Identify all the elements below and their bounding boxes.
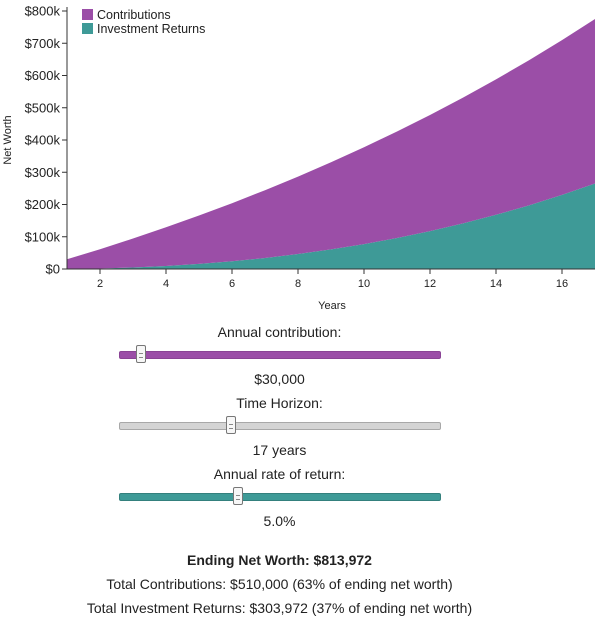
y-tick-label: $300k xyxy=(25,165,61,180)
total-investment-returns: Total Investment Returns: $303,972 (37% … xyxy=(86,600,473,616)
x-tick-label: 16 xyxy=(556,278,568,290)
horizon-slider-handle[interactable] xyxy=(226,416,237,434)
contribution-value: $30,000 xyxy=(254,371,305,387)
ending-net-worth: Ending Net Worth: $813,972 xyxy=(187,552,372,568)
x-tick-label: 6 xyxy=(229,278,235,290)
x-tick-label: 4 xyxy=(163,278,169,290)
y-tick-label: $600k xyxy=(25,68,61,83)
rate-slider-track[interactable] xyxy=(118,493,441,501)
x-tick-label: 10 xyxy=(358,278,370,290)
legend-swatch xyxy=(82,9,93,20)
y-tick-label: $800k xyxy=(25,4,61,19)
y-tick-label: $100k xyxy=(25,229,61,244)
rate-slider-handle[interactable] xyxy=(232,487,243,505)
controls-panel: Annual contribution: $30,000 Time Horizo… xyxy=(0,322,559,535)
legend-swatch xyxy=(82,23,93,34)
x-tick-label: 8 xyxy=(295,278,301,290)
legend-label: Contributions xyxy=(97,8,171,22)
contribution-label: Annual contribution: xyxy=(217,324,342,340)
y-axis: $0 $100k $200k $300k $400k $500k $600k $700k $80… xyxy=(25,4,68,277)
x-tick-label: 12 xyxy=(424,278,436,290)
rate-slider[interactable] xyxy=(118,484,441,510)
horizon-slider[interactable] xyxy=(118,413,441,439)
horizon-slider-track[interactable] xyxy=(118,422,441,430)
rate-label: Annual rate of return: xyxy=(213,466,346,482)
chart-areas xyxy=(67,19,595,269)
x-tick-label: 2 xyxy=(97,278,103,290)
contribution-slider-handle[interactable] xyxy=(136,345,147,363)
y-tick-label: $500k xyxy=(25,100,61,115)
area-investment-returns xyxy=(67,183,595,269)
y-tick-label: $700k xyxy=(25,36,61,51)
total-contributions: Total Contributions: $510,000 (63% of en… xyxy=(106,576,453,592)
y-tick-label: $400k xyxy=(25,133,61,148)
x-tick-label: 14 xyxy=(490,278,502,290)
contribution-slider-track[interactable] xyxy=(118,351,441,359)
legend-label: Investment Returns xyxy=(97,22,205,36)
rate-value: 5.0% xyxy=(263,513,296,529)
horizon-label: Time Horizon: xyxy=(236,395,323,411)
net-worth-chart: $0 $100k $200k $300k $400k $500k $600k $700k $80… xyxy=(2,4,595,312)
horizon-value: 17 years xyxy=(252,442,307,458)
y-axis-label: Net Worth xyxy=(2,115,14,164)
y-tick-label: $200k xyxy=(25,197,61,212)
area-contributions xyxy=(67,19,595,269)
x-axis-label: Years xyxy=(318,300,346,312)
y-tick-label: $0 xyxy=(46,262,60,277)
contribution-slider[interactable] xyxy=(118,342,441,368)
x-axis: 2 4 6 8 10 12 14 16 xyxy=(67,268,595,290)
